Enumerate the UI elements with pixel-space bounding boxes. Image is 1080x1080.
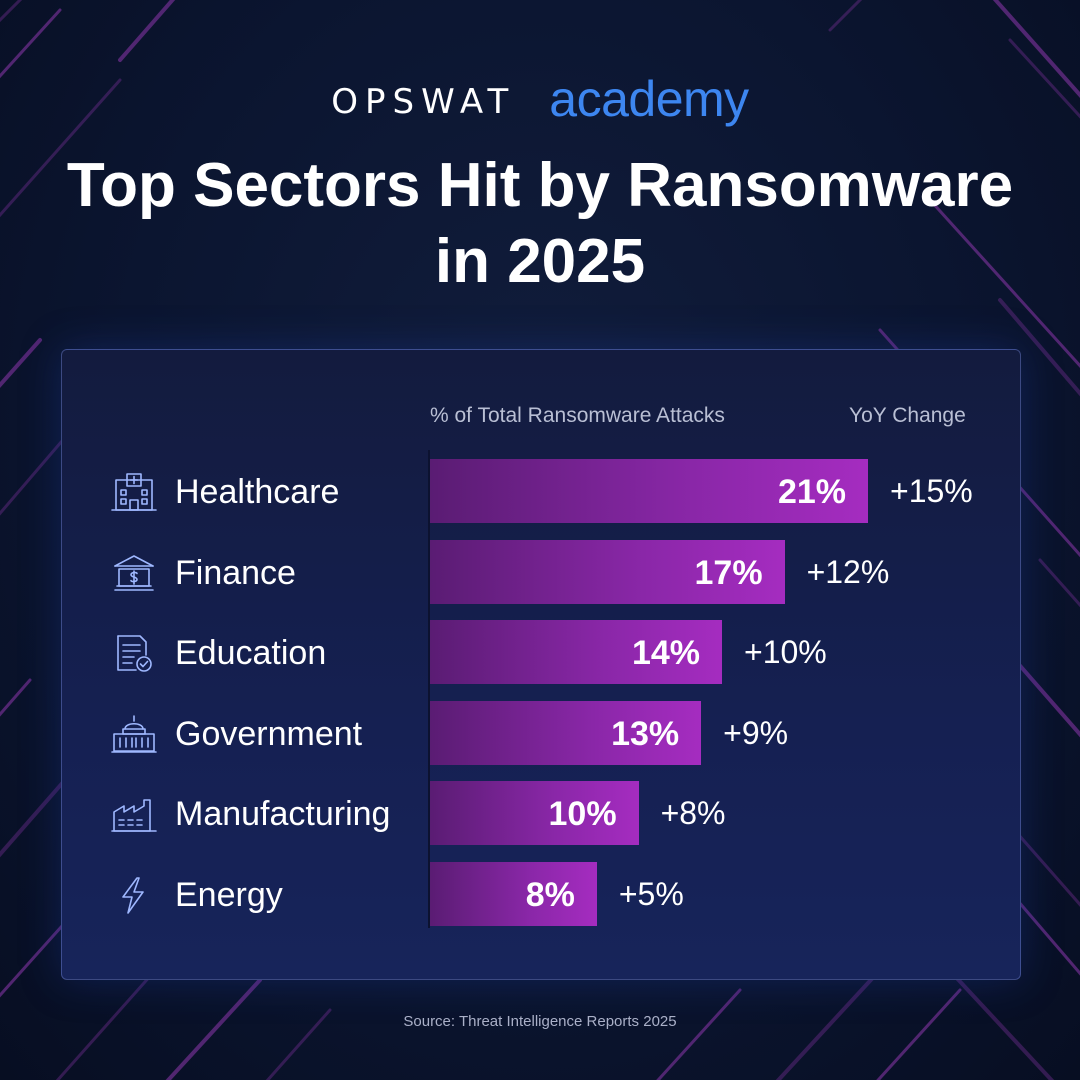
- bank-icon: [110, 553, 158, 593]
- background-stripe: [0, 678, 32, 717]
- sector-row: Education 14% +10%: [0, 620, 1080, 685]
- bar-education: 14%: [430, 620, 722, 685]
- background-stripe: [1008, 38, 1080, 119]
- yoy-change-label: +12%: [806, 553, 890, 590]
- bar-value-label: 8%: [525, 876, 575, 914]
- yoy-change-label: +8%: [660, 795, 726, 832]
- background-stripe: [265, 1008, 332, 1080]
- capitol-building-icon: [110, 714, 158, 754]
- bar-value-label: 10%: [548, 795, 617, 834]
- sector-label: Energy: [175, 876, 283, 914]
- bar-value-label: 13%: [611, 714, 680, 753]
- bar-value-label: 21%: [777, 473, 846, 511]
- yoy-change-label: +5%: [618, 876, 684, 912]
- sector-row: Energy 8% +5%: [0, 862, 1080, 926]
- background-stripe: [165, 978, 262, 1080]
- brand-logo-opswat: OPSWAT: [331, 82, 516, 122]
- background-stripe: [928, 198, 1080, 369]
- factory-icon: [110, 794, 158, 834]
- bar-government: 13%: [430, 700, 702, 765]
- source-note: Source: Threat Intelligence Reports 2025: [403, 1013, 677, 1030]
- bar-energy: 8%: [430, 862, 597, 926]
- background-stripe: [828, 0, 863, 32]
- background-stripe: [656, 988, 742, 1080]
- page-title: Top Sectors Hit by Ransomware in 2025: [66, 151, 1014, 296]
- background-stripe: [0, 8, 62, 79]
- sector-label: Finance: [175, 553, 296, 592]
- yoy-change-label: +15%: [890, 473, 973, 509]
- sector-label: Manufacturing: [175, 795, 391, 834]
- bar-finance: 17%: [430, 539, 785, 604]
- background-stripe: [0, 78, 122, 218]
- sector-row: Healthcare 21% +15%: [0, 459, 1080, 523]
- background-stripe: [118, 0, 176, 62]
- background-stripe: [775, 968, 882, 1080]
- background-stripe: [992, 0, 1080, 99]
- document-check-icon: [110, 633, 158, 673]
- background-stripe: [938, 958, 1055, 1080]
- sector-label: Healthcare: [175, 473, 340, 511]
- hospital-icon: [110, 472, 158, 512]
- brand-logo-academy: academy: [549, 71, 749, 127]
- yoy-change-label: +9%: [723, 714, 789, 751]
- column-header-yoy: YoY Change: [849, 404, 966, 427]
- background-stripe: [0, 338, 42, 389]
- sector-row: Government 13% +9%: [0, 700, 1080, 765]
- background-stripe: [998, 298, 1080, 397]
- column-header-share: % of Total Ransomware Attacks: [430, 404, 725, 427]
- sector-label: Government: [175, 714, 363, 753]
- sector-row: Finance 17% +12%: [0, 539, 1080, 604]
- sector-row: Manufacturing 10% +8%: [0, 781, 1080, 846]
- background-stripe: [876, 988, 962, 1080]
- bar-healthcare: 21%: [430, 459, 868, 523]
- chart-axis-line: [428, 450, 430, 928]
- sector-label: Education: [175, 634, 327, 673]
- lightning-bolt-icon: [110, 875, 158, 915]
- yoy-change-label: +10%: [744, 634, 827, 671]
- background-stripe: [0, 418, 82, 516]
- bar-value-label: 14%: [631, 634, 700, 673]
- bar-manufacturing: 10%: [430, 781, 639, 846]
- brand-header: OPSWAT academy: [0, 71, 1080, 132]
- bar-value-label: 17%: [694, 553, 763, 592]
- background-stripe: [1038, 558, 1080, 608]
